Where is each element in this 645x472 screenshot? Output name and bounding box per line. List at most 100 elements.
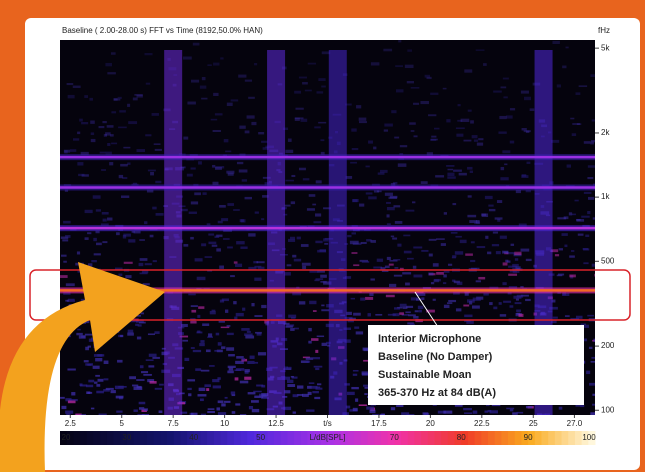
texture [499,115,507,120]
x-tick-label: 2.5 [65,419,77,428]
texture [464,314,473,318]
texture [220,326,230,329]
texture [316,335,325,338]
texture [147,379,155,383]
texture [491,244,500,247]
texture [244,333,253,336]
texture [576,219,585,222]
texture [514,251,522,255]
texture [387,313,396,316]
texture [85,363,93,366]
texture [287,138,292,142]
texture [344,316,353,320]
texture [384,265,390,269]
x-tick-label: 12.5 [268,419,284,428]
texture [240,246,248,249]
annotation-line: Baseline (No Damper) [378,351,493,363]
texture [69,149,77,152]
texture [575,315,583,319]
texture [345,103,352,106]
texture [446,164,455,167]
texture [290,375,294,378]
texture [397,243,402,247]
texture [470,241,475,244]
texture [525,130,530,133]
texture [93,253,101,256]
texture [464,292,469,296]
texture [212,181,219,185]
texture [221,403,226,407]
texture [134,93,143,96]
texture [506,260,511,263]
texture [61,405,67,410]
texture [447,172,455,176]
texture [315,213,322,217]
texture [308,340,312,344]
texture [228,354,235,357]
texture [574,199,579,202]
texture [110,52,116,55]
texture [313,221,322,224]
colorbar-cell [488,431,496,445]
texture [208,233,215,236]
texture [390,235,395,238]
texture [551,299,556,303]
burst [534,50,553,415]
texture [421,297,425,301]
texture [384,192,393,196]
texture [87,345,92,348]
texture [194,192,201,196]
colorbar-cell [521,431,529,445]
texture [143,373,152,376]
texture [516,294,524,298]
texture [344,276,352,279]
texture [428,238,437,241]
texture [159,383,164,386]
texture [467,109,472,112]
texture [221,218,229,222]
texture [95,357,103,362]
texture [413,102,420,105]
texture [87,232,92,235]
texture [313,365,323,368]
texture [446,119,451,123]
texture [428,114,437,117]
texture [114,267,123,270]
texture [144,221,148,225]
colorbar-cell [494,431,502,445]
colorbar-cell [481,431,489,445]
texture [216,248,221,252]
texture [194,258,203,262]
texture [212,385,221,389]
texture [302,265,307,270]
texture [149,234,154,238]
texture [549,306,558,310]
texture [588,346,593,349]
texture [312,390,319,394]
texture [428,253,433,257]
texture [388,263,394,266]
texture [68,399,78,402]
texture [72,85,81,88]
texture [432,263,439,267]
texture [580,323,587,326]
texture [201,77,206,81]
texture [466,320,474,324]
texture [292,411,296,414]
texture [61,254,67,257]
texture [529,108,535,111]
burst [328,50,347,415]
texture [235,360,244,364]
texture [231,394,236,397]
texture [474,221,481,225]
texture [132,384,139,387]
texture [315,349,319,353]
texture [583,191,592,194]
texture [521,175,529,179]
texture [261,384,266,388]
texture [487,251,492,255]
texture [502,77,509,80]
texture [136,314,142,317]
texture [377,172,385,175]
annotation-box [368,325,584,405]
